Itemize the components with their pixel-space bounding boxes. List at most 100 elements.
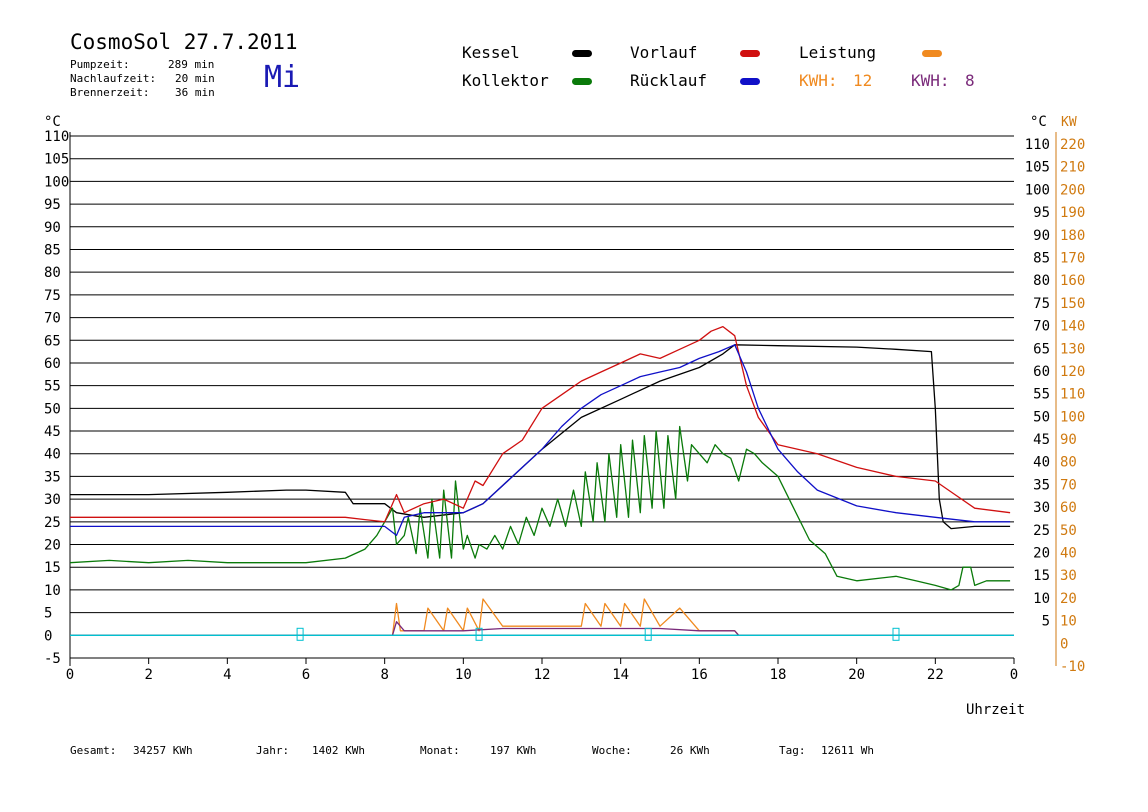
y-tick-label-left: 20: [44, 538, 61, 554]
y-tick-label-left: -5: [44, 651, 61, 667]
y-tick-label-right-temp: 45: [1033, 432, 1050, 448]
y-tick-label-right-temp: 110: [1025, 137, 1050, 153]
legend-ruecklauf-label: Rücklauf: [630, 71, 708, 90]
y-tick-label-right-power: 10: [1060, 614, 1077, 630]
y-tick-label-right-temp: 95: [1033, 205, 1050, 221]
y-tick-label-right-power: 130: [1060, 341, 1085, 357]
y-tick-label-left: 70: [44, 311, 61, 327]
y-tick-label-right-power: 170: [1060, 250, 1085, 266]
y-tick-label-left: 45: [44, 424, 61, 440]
y-tick-label-left: 95: [44, 197, 61, 213]
footer-tag-value: 12611 Wh: [821, 744, 874, 757]
footer-monat-label: Monat:: [420, 744, 460, 757]
y-tick-label-right-power: 200: [1060, 182, 1085, 198]
footer-jahr-label: Jahr:: [256, 744, 290, 757]
y-tick-label-right-temp: 50: [1033, 409, 1050, 425]
stat-label-brennerzeit: Brennerzeit:: [70, 86, 150, 99]
pump-marker: [644, 627, 652, 641]
legend-kessel-label: Kessel: [462, 43, 520, 62]
legend-kwh1-label: KWH:: [799, 71, 838, 90]
series-line-kwh-8: [70, 621, 1014, 636]
y-tick-label-right-temp: 40: [1033, 455, 1050, 471]
y-tick-label-right-temp: 55: [1033, 387, 1050, 403]
y-tick-label-left: 85: [44, 242, 61, 258]
y-tick-label-right-power: 40: [1060, 546, 1077, 562]
y-tick-label-left: 0: [44, 628, 52, 644]
legend-leistung-swatch: [922, 50, 942, 57]
stat-value-nachlaufzeit: 20 min: [175, 72, 215, 85]
pump-marker: [296, 627, 304, 641]
legend-kollektor-label: Kollektor: [462, 71, 549, 90]
y-tick-label-left: 110: [44, 129, 69, 145]
footer-woche-value: 26 KWh: [670, 744, 710, 757]
y-tick-label-right-power: 150: [1060, 296, 1085, 312]
y-tick-label-left: 50: [44, 401, 61, 417]
x-tick-label: 8: [380, 667, 388, 683]
y-tick-label-right-power: 180: [1060, 228, 1085, 244]
series-line-vorlauf: [70, 325, 1011, 523]
y-tick-label-right-temp: 105: [1025, 160, 1050, 176]
legend-kwh2-value: 8: [965, 71, 975, 90]
y-tick-label-right-power: 220: [1060, 137, 1085, 153]
y-tick-label-right-power: 210: [1060, 160, 1085, 176]
y-tick-label-right-temp: 60: [1033, 364, 1050, 380]
stat-value-brennerzeit: 36 min: [175, 86, 215, 99]
y-tick-label-right-power: 160: [1060, 273, 1085, 289]
y-tick-label-left: 105: [44, 152, 69, 168]
footer-woche-label: Woche:: [592, 744, 632, 757]
y-tick-label-right-power: 0: [1060, 636, 1068, 652]
legend-vorlauf-swatch: [740, 50, 760, 57]
pump-marker: [892, 627, 900, 641]
y-tick-label-right-power: -10: [1060, 659, 1085, 675]
y-tick-label-left: 90: [44, 220, 61, 236]
y-tick-label-right-power: 120: [1060, 364, 1085, 380]
footer-gesamt-value: 34257 KWh: [133, 744, 193, 757]
y-tick-label-right-power: 80: [1060, 455, 1077, 471]
x-tick-label: 12: [534, 667, 551, 683]
y-tick-label-right-temp: 10: [1033, 591, 1050, 607]
y-tick-label-left: 15: [44, 560, 61, 576]
x-tick-label: 14: [612, 667, 629, 683]
x-tick-label: 20: [848, 667, 865, 683]
x-tick-label: 16: [691, 667, 708, 683]
x-tick-label: 6: [302, 667, 310, 683]
y-axis-label-left: °C: [44, 114, 61, 130]
y-tick-label-right-temp: 70: [1033, 319, 1050, 335]
y-tick-label-left: 30: [44, 492, 61, 508]
stat-label-pumpzeit: Pumpzeit:: [70, 58, 130, 71]
x-tick-label: 2: [144, 667, 152, 683]
footer-monat-value: 197 KWh: [490, 744, 537, 757]
y-tick-label-right-power: 60: [1060, 500, 1077, 516]
y-tick-label-right-temp: 75: [1033, 296, 1050, 312]
y-tick-label-left: 40: [44, 447, 61, 463]
y-tick-label-left: 75: [44, 288, 61, 304]
y-tick-label-right-temp: 35: [1033, 477, 1050, 493]
pump-marker: [475, 627, 483, 641]
y-tick-label-right-temp: 15: [1033, 568, 1050, 584]
y-tick-label-left: 80: [44, 265, 61, 281]
legend-leistung-label: Leistung: [799, 43, 877, 62]
y-tick-label-right-power: 50: [1060, 523, 1077, 539]
legend-vorlauf-label: Vorlauf: [630, 43, 698, 62]
series-line-leistung: [70, 598, 1014, 636]
footer-jahr-value: 1402 KWh: [312, 744, 365, 757]
chart-title: CosmoSol 27.7.2011: [70, 30, 298, 54]
stat-label-nachlaufzeit: Nachlaufzeit:: [70, 72, 157, 85]
legend-kollektor-swatch: [572, 78, 592, 85]
y-tick-label-right-temp: 20: [1033, 546, 1050, 562]
y-tick-label-right-power: 140: [1060, 319, 1085, 335]
x-axis-label: Uhrzeit: [966, 702, 1025, 718]
y-axis-label-right-power: KW: [1061, 115, 1077, 130]
y-tick-label-left: 35: [44, 469, 61, 485]
y-tick-label-left: 100: [44, 174, 69, 190]
y-tick-label-right-temp: 80: [1033, 273, 1050, 289]
y-tick-label-right-power: 190: [1060, 205, 1085, 221]
y-tick-label-right-power: 110: [1060, 387, 1085, 403]
x-tick-label: 18: [770, 667, 787, 683]
weekday-label: Mi: [264, 60, 301, 95]
x-tick-label: 22: [927, 667, 944, 683]
x-tick-label: 0: [1010, 667, 1018, 683]
y-tick-label-left: 10: [44, 583, 61, 599]
y-tick-label-right-temp: 65: [1033, 341, 1050, 357]
